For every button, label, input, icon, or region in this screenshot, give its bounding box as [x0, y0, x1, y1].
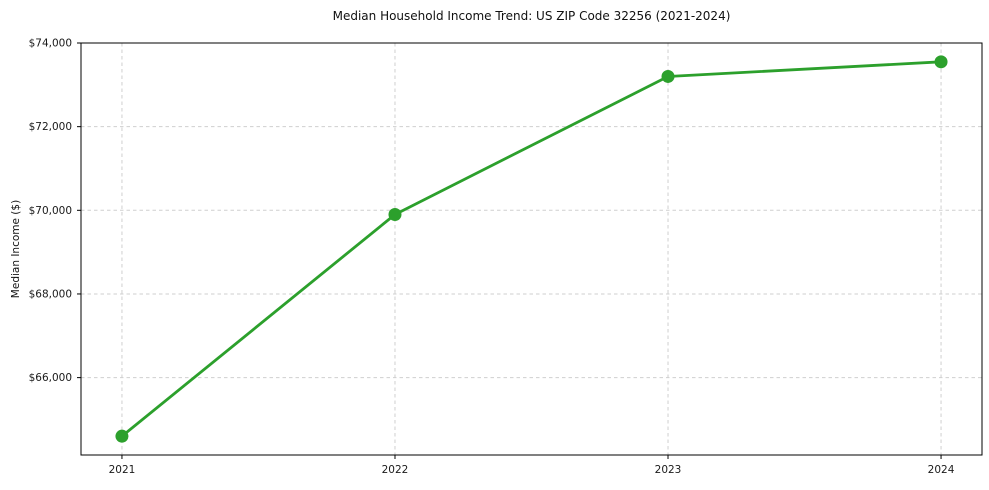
- x-tick-label: 2021: [109, 464, 136, 476]
- data-point-2023: [661, 69, 675, 83]
- y-tick-labels: $66,000 $68,000 $70,000 $72,000 $74,000: [29, 38, 81, 384]
- chart-title: Median Household Income Trend: US ZIP Co…: [332, 9, 731, 23]
- x-gridlines: [121, 43, 942, 455]
- x-tick-label: 2024: [928, 464, 955, 476]
- y-tick-label: $70,000: [29, 205, 72, 217]
- data-point-2022: [388, 207, 402, 221]
- y-gridlines: [81, 42, 982, 379]
- median-income-line: [120, 60, 943, 438]
- y-tick-label: $66,000: [29, 372, 72, 384]
- y-tick-label: $72,000: [29, 121, 72, 133]
- x-tick-label: 2023: [655, 464, 682, 476]
- plot-border: [80, 42, 983, 456]
- data-point-2024: [934, 55, 948, 69]
- data-point-2021: [115, 429, 129, 443]
- x-tick-labels: 2021 2022 2023 2024: [109, 455, 955, 476]
- y-tick-label: $74,000: [29, 38, 72, 50]
- x-tick-label: 2022: [382, 464, 409, 476]
- y-tick-label: $68,000: [29, 288, 72, 300]
